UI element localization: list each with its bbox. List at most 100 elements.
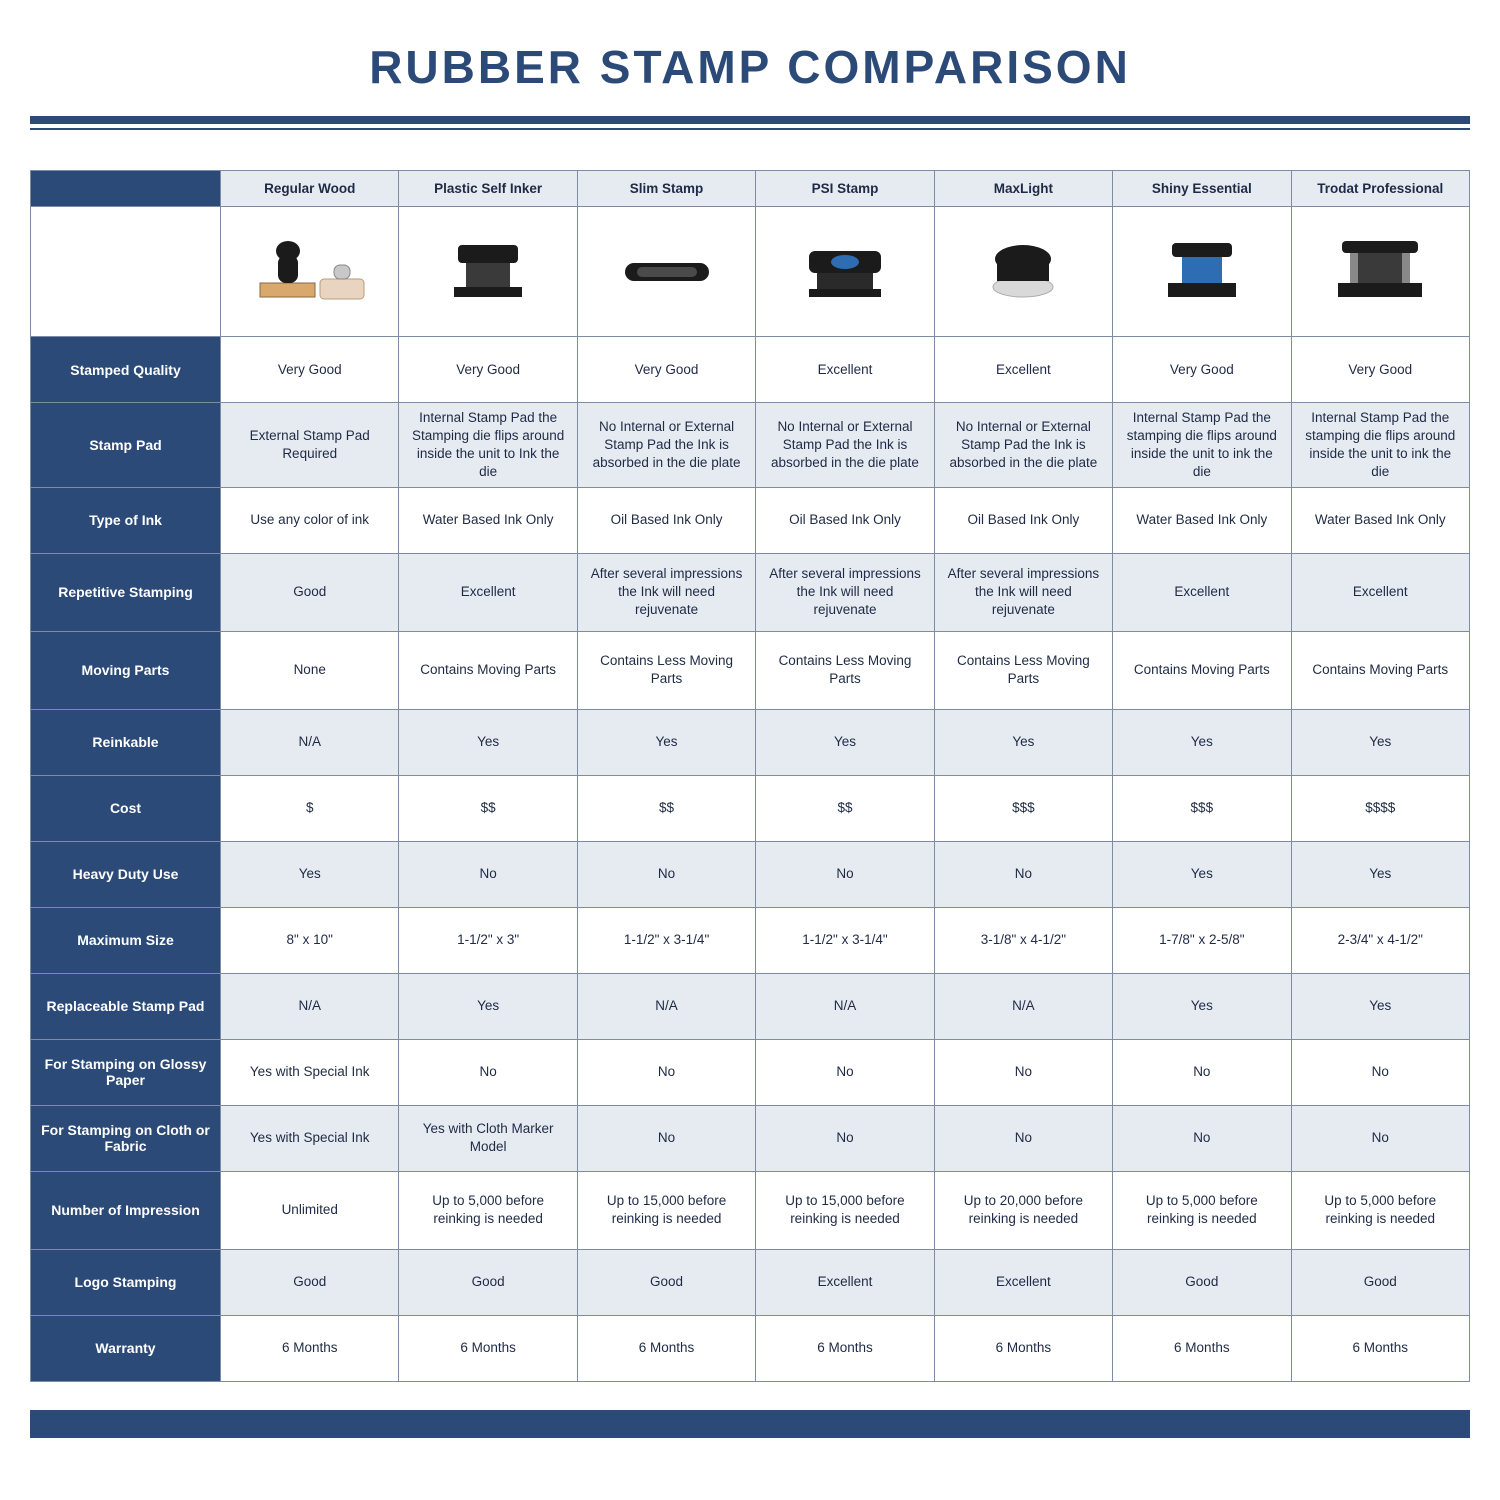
table-cell: No [1113, 1105, 1291, 1171]
cell-text: 1-1/2" x 3-1/4" [802, 932, 887, 947]
table-cell: Up to 15,000 before reinking is needed [577, 1171, 755, 1249]
col-header-label: MaxLight [994, 181, 1053, 196]
cell-text: Yes with Cloth Marker Model [423, 1121, 554, 1154]
cell-text: 6 Months [1174, 1340, 1230, 1355]
stamp-image-cell [934, 207, 1112, 337]
table-cell: After several impressions the Ink will n… [756, 553, 934, 631]
footer-bar [30, 1410, 1470, 1438]
table-cell: N/A [221, 709, 399, 775]
cell-text: Yes [656, 734, 678, 749]
table-cell: Excellent [934, 1249, 1112, 1315]
row-label: For Stamping on Glossy Paper [31, 1039, 221, 1105]
table-cell: Excellent [756, 1249, 934, 1315]
table-row: Type of InkUse any color of inkWater Bas… [31, 487, 1470, 553]
table-cell: $$ [756, 775, 934, 841]
cell-text: No [480, 866, 497, 881]
table-cell: Up to 20,000 before reinking is needed [934, 1171, 1112, 1249]
col-header-label: Shiny Essential [1152, 181, 1252, 196]
table-cell: Very Good [577, 337, 755, 403]
cell-text: After several impressions the Ink will n… [591, 566, 743, 617]
cell-text: $$ [481, 800, 496, 815]
row-label: Type of Ink [31, 487, 221, 553]
table-row: Heavy Duty UseYesNoNoNoNoYesYes [31, 841, 1470, 907]
cell-text: 3-1/8" x 4-1/2" [981, 932, 1066, 947]
table-cell: 8" x 10" [221, 907, 399, 973]
col-header-label: Regular Wood [264, 181, 355, 196]
wood-stamp-icon [250, 235, 370, 305]
cell-text: No [1015, 866, 1032, 881]
title-block: RUBBER STAMP COMPARISON [30, 0, 1470, 94]
table-cell: Water Based Ink Only [1291, 487, 1469, 553]
cell-text: No [658, 1130, 675, 1145]
table-cell: Yes [756, 709, 934, 775]
col-header-label: Slim Stamp [630, 181, 704, 196]
table-cell: Yes [399, 973, 577, 1039]
table-cell: Yes [399, 709, 577, 775]
table-cell: Very Good [1291, 337, 1469, 403]
table-cell: Water Based Ink Only [1113, 487, 1291, 553]
row-label: Moving Parts [31, 631, 221, 709]
table-cell: 6 Months [1113, 1315, 1291, 1381]
cell-text: Good [1364, 1274, 1397, 1289]
table-cell: Excellent [1291, 553, 1469, 631]
table-cell: Very Good [399, 337, 577, 403]
cell-text: Internal Stamp Pad the stamping die flip… [1127, 410, 1277, 479]
cell-text: No [480, 1064, 497, 1079]
table-row: Replaceable Stamp PadN/AYesN/AN/AN/AYesY… [31, 973, 1470, 1039]
table-row: Stamped QualityVery GoodVery GoodVery Go… [31, 337, 1470, 403]
cell-text: No Internal or External Stamp Pad the In… [593, 419, 741, 470]
table-cell: Yes [1291, 841, 1469, 907]
table-cell: Good [399, 1249, 577, 1315]
cell-text: Water Based Ink Only [1136, 512, 1267, 527]
table-cell: Yes with Cloth Marker Model [399, 1105, 577, 1171]
table-body: Type of Stamp [31, 207, 1470, 1382]
table-cell: No Internal or External Stamp Pad the In… [756, 403, 934, 488]
table-cell: Excellent [399, 553, 577, 631]
row-label: Heavy Duty Use [31, 841, 221, 907]
table-cell: 6 Months [1291, 1315, 1469, 1381]
table-cell: Contains Moving Parts [1113, 631, 1291, 709]
table-cell: 1-7/8" x 2-5/8" [1113, 907, 1291, 973]
table-cell: No [1291, 1039, 1469, 1105]
cell-text: Excellent [1353, 584, 1408, 599]
table-cell: Up to 5,000 before reinking is needed [1291, 1171, 1469, 1249]
table-cell: $$ [399, 775, 577, 841]
table-cell: Contains Moving Parts [399, 631, 577, 709]
cell-text: Yes [1369, 734, 1391, 749]
table-cell: No [577, 1039, 755, 1105]
cell-text: No [1193, 1064, 1210, 1079]
cell-text: Contains Moving Parts [1134, 662, 1270, 677]
cell-text: Very Good [635, 362, 699, 377]
table-row: Logo StampingGoodGoodGoodExcellentExcell… [31, 1249, 1470, 1315]
row-label: Stamped Quality [31, 337, 221, 403]
table-cell: After several impressions the Ink will n… [577, 553, 755, 631]
table-cell: $ [221, 775, 399, 841]
cell-text: Water Based Ink Only [1315, 512, 1446, 527]
table-row: Repetitive StampingGoodExcellentAfter se… [31, 553, 1470, 631]
table-cell: None [221, 631, 399, 709]
cell-text: N/A [1012, 998, 1035, 1013]
table-cell: No [1113, 1039, 1291, 1105]
cell-text: 2-3/4" x 4-1/2" [1338, 932, 1423, 947]
cell-text: 1-1/2" x 3" [457, 932, 519, 947]
table-cell: $$$ [1113, 775, 1291, 841]
cell-text: Yes [1369, 998, 1391, 1013]
col-header: Shiny Essential [1113, 171, 1291, 207]
table-row: Stamp PadExternal Stamp Pad RequiredInte… [31, 403, 1470, 488]
cell-text: N/A [298, 734, 321, 749]
cell-text: Contains Less Moving Parts [957, 653, 1090, 686]
cell-text: No Internal or External Stamp Pad the In… [771, 419, 919, 470]
table-cell: Excellent [934, 337, 1112, 403]
cell-text: Yes [1012, 734, 1034, 749]
table-cell: $$$$ [1291, 775, 1469, 841]
table-cell: Very Good [221, 337, 399, 403]
table-cell: N/A [577, 973, 755, 1039]
cell-text: 6 Months [1353, 1340, 1409, 1355]
table-cell: No [756, 841, 934, 907]
table-cell: Yes with Special Ink [221, 1039, 399, 1105]
cell-text: No Internal or External Stamp Pad the In… [949, 419, 1097, 470]
cell-text: Very Good [1170, 362, 1234, 377]
row-label: Warranty [31, 1315, 221, 1381]
col-header-label: PSI Stamp [812, 181, 879, 196]
cell-text: N/A [298, 998, 321, 1013]
